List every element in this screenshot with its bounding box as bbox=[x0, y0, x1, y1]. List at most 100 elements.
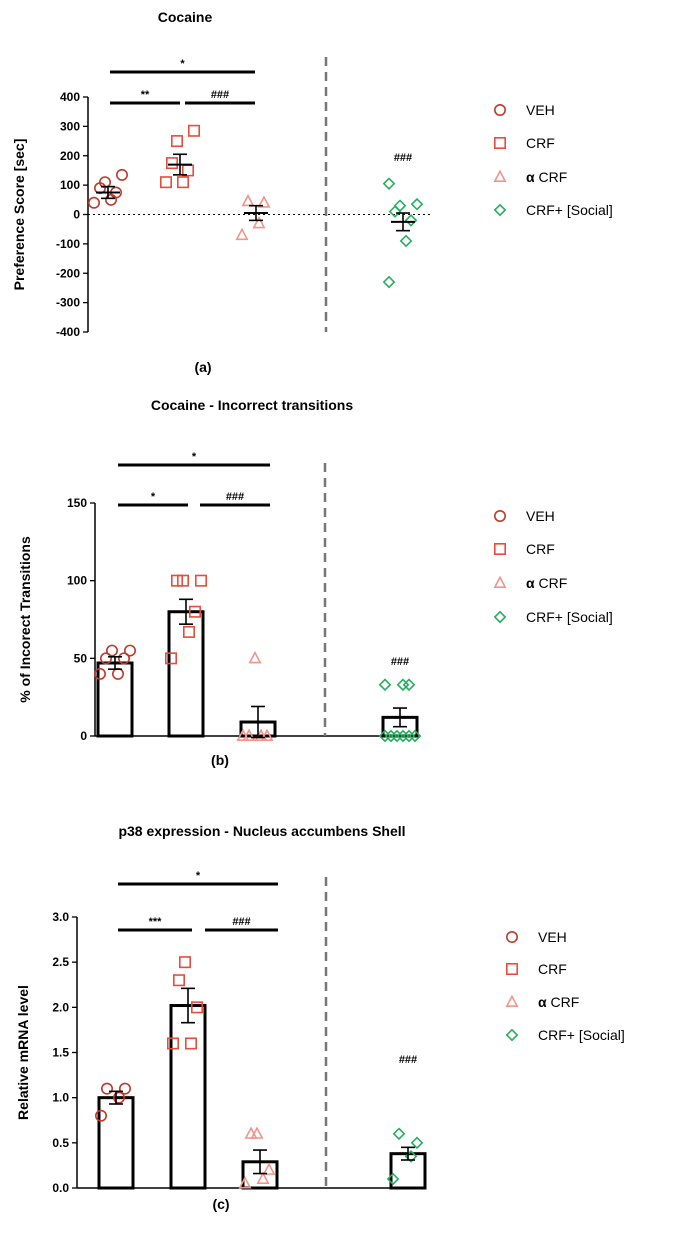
significance-label: * bbox=[151, 491, 156, 503]
legend-marker-circle bbox=[505, 931, 518, 944]
y-tick-label: 2.0 bbox=[52, 1000, 69, 1014]
data-point bbox=[404, 214, 418, 227]
legend-label: CRF+ [Social] bbox=[526, 202, 613, 218]
data-point bbox=[165, 652, 178, 665]
y-tick-label: 0.0 bbox=[52, 1181, 69, 1195]
data-point bbox=[177, 176, 190, 189]
data-point bbox=[248, 650, 262, 664]
y-tick-label: 400 bbox=[60, 90, 80, 104]
y-tick-label: -400 bbox=[56, 325, 80, 339]
data-point bbox=[390, 729, 404, 743]
data-point bbox=[113, 1091, 126, 1104]
data-point bbox=[106, 644, 119, 657]
data-point bbox=[166, 157, 179, 170]
y-tick-label: 3.0 bbox=[52, 910, 69, 924]
preference-score-chart: Cocaine 400 300 200 100 0 -100 -200 -300 -400 Pref… bbox=[11, 9, 613, 375]
data-point bbox=[95, 1109, 108, 1122]
data-point bbox=[118, 652, 131, 665]
y-tick-label: 100 bbox=[60, 178, 80, 192]
data-point bbox=[173, 974, 186, 987]
chart-panel-a: Cocaine 400 300 200 100 0 -100 -200 -300 -400 Pref… bbox=[0, 0, 675, 395]
data-point bbox=[241, 193, 255, 207]
data-point bbox=[260, 728, 274, 742]
data-point bbox=[188, 124, 201, 137]
legend-label: CRF bbox=[526, 135, 555, 151]
legend-marker-circle bbox=[493, 104, 506, 117]
data-point bbox=[235, 227, 249, 241]
y-axis-label: Preference Score [sec] bbox=[11, 139, 27, 291]
data-point bbox=[100, 652, 113, 665]
data-point bbox=[382, 275, 396, 289]
data-point bbox=[179, 956, 192, 969]
group-significance-label: ### bbox=[399, 1054, 417, 1066]
data-point bbox=[399, 234, 413, 248]
bar-circle bbox=[96, 661, 134, 738]
y-tick-label: 200 bbox=[60, 149, 80, 163]
data-point bbox=[167, 1037, 180, 1050]
legend-label: VEH bbox=[526, 102, 555, 118]
legend-label: α CRF bbox=[526, 575, 567, 591]
data-point bbox=[191, 1001, 204, 1014]
y-tick-label: 0.5 bbox=[52, 1136, 69, 1150]
data-point bbox=[116, 168, 129, 181]
data-point bbox=[119, 1082, 132, 1095]
legend-label: CRF bbox=[538, 961, 567, 977]
chart-panel-b: Cocaine - Incorrect transitions 150 100 50 0… bbox=[0, 395, 675, 780]
significance-label: *** bbox=[149, 916, 163, 928]
p38-expression-chart: p38 expression - Nucleus accumbens Shell… bbox=[15, 823, 625, 1212]
data-point bbox=[388, 205, 402, 218]
legend-marker-square bbox=[493, 543, 506, 556]
legend-label: VEH bbox=[538, 929, 567, 945]
significance-label: ** bbox=[141, 89, 150, 101]
significance-label: ### bbox=[232, 916, 250, 928]
panel-caption: (a) bbox=[194, 359, 211, 375]
data-point bbox=[242, 728, 256, 742]
chart-title: p38 expression - Nucleus accumbens Shell bbox=[118, 823, 405, 839]
y-tick-label: -300 bbox=[56, 296, 80, 310]
legend-label: CRF+ [Social] bbox=[526, 609, 613, 625]
data-point bbox=[250, 1126, 264, 1139]
data-point bbox=[160, 176, 173, 189]
chart-title: Cocaine bbox=[158, 9, 213, 25]
y-axis-label: % of Incorect Transitions bbox=[17, 536, 33, 703]
data-point bbox=[257, 195, 271, 208]
data-point bbox=[171, 135, 184, 148]
legend-label: CRF+ [Social] bbox=[538, 1027, 625, 1043]
y-tick-label: 1.5 bbox=[52, 1046, 69, 1060]
data-point bbox=[189, 605, 202, 618]
significance-label: ### bbox=[226, 491, 244, 503]
data-point bbox=[386, 1172, 400, 1186]
data-point bbox=[410, 197, 424, 211]
bar-square bbox=[169, 1004, 207, 1190]
data-point bbox=[183, 625, 196, 638]
legend-label: α CRF bbox=[538, 994, 579, 1010]
data-point bbox=[177, 574, 190, 587]
legend-marker-square bbox=[493, 137, 506, 150]
legend-marker-triangle bbox=[493, 169, 507, 182]
legend-marker-triangle bbox=[493, 575, 507, 588]
data-point bbox=[378, 678, 392, 692]
y-tick-label: 50 bbox=[74, 651, 88, 665]
y-axis-label: Relative mRNA level bbox=[15, 985, 31, 1120]
panel-caption: (b) bbox=[211, 752, 229, 768]
data-point bbox=[101, 1082, 114, 1095]
legend-label-symbol: α bbox=[538, 994, 547, 1010]
significance-label: ### bbox=[211, 89, 229, 101]
legend-label-symbol: α bbox=[526, 575, 535, 591]
legend-marker-diamond bbox=[493, 610, 507, 624]
y-tick-label: 150 bbox=[67, 496, 87, 510]
legend-label: CRF bbox=[526, 541, 555, 557]
data-point bbox=[256, 1171, 270, 1184]
legend-marker-circle bbox=[493, 510, 506, 523]
panel-caption: (c) bbox=[212, 1196, 229, 1212]
legend-label: VEH bbox=[526, 508, 555, 524]
y-tick-label: -100 bbox=[56, 237, 80, 251]
group-significance-label: ### bbox=[394, 152, 412, 164]
data-point bbox=[94, 667, 107, 680]
y-tick-label: 0 bbox=[80, 729, 87, 743]
incorrect-transitions-chart: Cocaine - Incorrect transitions 150 100 50 0… bbox=[17, 397, 613, 768]
data-point bbox=[88, 196, 101, 209]
y-tick-label: 2.5 bbox=[52, 955, 69, 969]
data-point bbox=[382, 177, 396, 190]
bar-square bbox=[167, 610, 205, 738]
